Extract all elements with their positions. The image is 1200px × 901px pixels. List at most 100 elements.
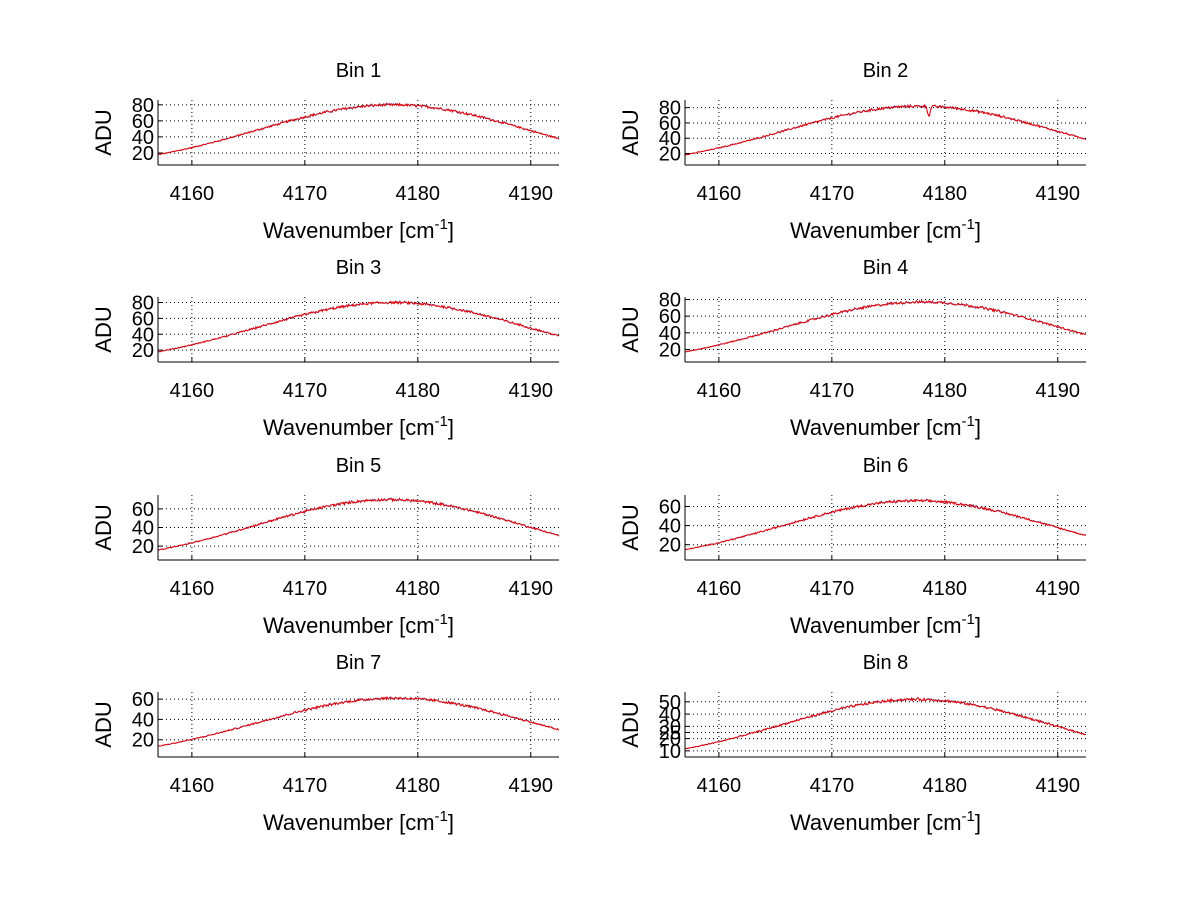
y-tick-label: 60: [132, 308, 154, 330]
y-tick-label: 60: [132, 499, 154, 521]
series-line-under: [685, 299, 1086, 353]
y-tick-label: 60: [659, 306, 681, 328]
x-tick-label: 4190: [1036, 183, 1081, 205]
x-tick-label: 4170: [283, 775, 328, 797]
y-axis-label: ADU: [618, 504, 643, 550]
chart-title: Bin 7: [336, 652, 382, 674]
y-tick-label: 20: [132, 340, 154, 362]
x-tick-label: 4190: [1036, 775, 1081, 797]
y-tick-label: 20: [132, 536, 154, 558]
y-axis-label: ADU: [91, 701, 116, 747]
chart-title: Bin 3: [336, 257, 382, 279]
y-axis-label: ADU: [618, 306, 643, 352]
x-tick-label: 4160: [697, 775, 742, 797]
x-tick-label: 4180: [396, 380, 441, 402]
y-axis-label: ADU: [618, 701, 643, 747]
y-tick-label: 60: [132, 689, 154, 711]
series-line: [685, 299, 1086, 353]
series-line-under: [158, 695, 559, 747]
y-tick-label: 40: [659, 323, 681, 345]
x-axis-label: Wavenumber [cm-1]: [263, 216, 454, 243]
chart-title: Bin 4: [863, 257, 909, 279]
x-axis-label: Wavenumber [cm-1]: [790, 216, 981, 243]
y-tick-label: 40: [132, 518, 154, 540]
x-axis-label: Wavenumber [cm-1]: [263, 611, 454, 638]
x-tick-label: 4180: [923, 380, 968, 402]
x-tick-label: 4190: [1036, 380, 1081, 402]
series-line-under: [685, 103, 1086, 156]
y-axis-label: ADU: [91, 504, 116, 550]
x-tick-label: 4160: [697, 380, 742, 402]
y-axis-label: ADU: [91, 306, 116, 352]
y-tick-label: 60: [659, 496, 681, 518]
x-axis-label: Wavenumber [cm-1]: [263, 413, 454, 440]
x-tick-label: 4170: [810, 183, 855, 205]
x-tick-label: 4170: [283, 578, 328, 600]
y-tick-label: 60: [132, 111, 154, 133]
y-tick-label: 80: [659, 290, 681, 312]
chart-title: Bin 5: [336, 455, 382, 477]
chart-title: Bin 6: [863, 455, 909, 477]
x-tick-label: 4170: [283, 380, 328, 402]
x-tick-label: 4190: [509, 578, 554, 600]
x-tick-label: 4190: [1036, 578, 1081, 600]
y-tick-label: 20: [132, 730, 154, 752]
chart-title: Bin 8: [863, 652, 909, 674]
x-axis-label: Wavenumber [cm-1]: [790, 808, 981, 835]
x-tick-label: 4170: [283, 183, 328, 205]
y-tick-label: 80: [659, 98, 681, 120]
chart-title: Bin 2: [863, 60, 909, 82]
chart-title: Bin 1: [336, 60, 382, 82]
x-tick-label: 4190: [509, 380, 554, 402]
x-tick-label: 4160: [170, 380, 215, 402]
y-tick-label: 50: [659, 692, 681, 714]
y-tick-label: 40: [132, 324, 154, 346]
x-tick-label: 4190: [509, 183, 554, 205]
series-line-under: [158, 102, 559, 155]
x-tick-label: 4160: [170, 183, 215, 205]
x-tick-label: 4180: [396, 183, 441, 205]
y-tick-label: 25: [659, 722, 681, 744]
x-axis-label: Wavenumber [cm-1]: [790, 611, 981, 638]
x-tick-label: 4160: [170, 775, 215, 797]
series-line: [685, 104, 1086, 156]
y-tick-label: 20: [659, 535, 681, 557]
y-tick-label: 60: [659, 113, 681, 135]
series-line: [158, 102, 559, 156]
y-tick-label: 30: [659, 716, 681, 738]
x-tick-label: 4180: [923, 183, 968, 205]
x-tick-label: 4180: [396, 775, 441, 797]
series-line: [685, 696, 1086, 749]
x-tick-label: 4180: [923, 578, 968, 600]
series-line-under: [158, 300, 559, 353]
y-tick-label: 40: [132, 127, 154, 149]
series-line-under: [685, 696, 1086, 749]
y-axis-label: ADU: [618, 109, 643, 155]
x-tick-label: 4170: [810, 578, 855, 600]
x-tick-label: 4170: [810, 380, 855, 402]
x-tick-label: 4160: [697, 578, 742, 600]
y-tick-label: 40: [132, 709, 154, 731]
x-tick-label: 4190: [509, 775, 554, 797]
y-tick-label: 80: [132, 95, 154, 117]
y-tick-label: 80: [132, 293, 154, 315]
x-tick-label: 4180: [923, 775, 968, 797]
series-line: [158, 497, 559, 551]
series-line: [685, 498, 1086, 551]
x-tick-label: 4170: [810, 775, 855, 797]
series-line-under: [158, 497, 559, 551]
series-line: [158, 300, 559, 353]
x-axis-label: Wavenumber [cm-1]: [263, 808, 454, 835]
y-tick-label: 20: [659, 340, 681, 362]
y-tick-label: 40: [659, 704, 681, 726]
y-tick-label: 10: [659, 741, 681, 763]
